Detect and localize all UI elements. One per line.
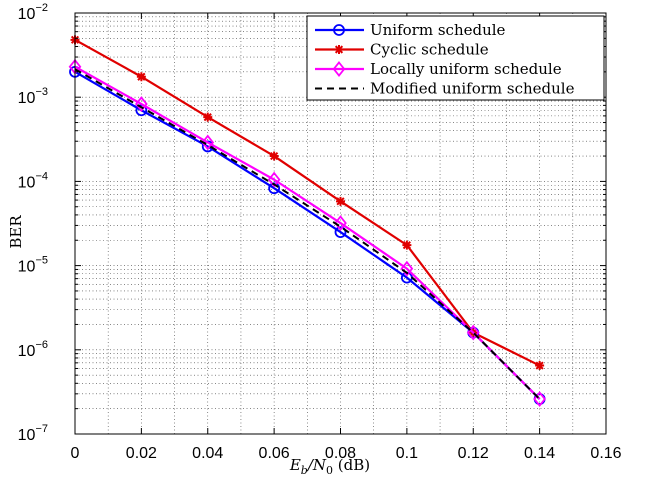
star-marker: [203, 112, 213, 122]
x-tick-label: 0: [71, 445, 80, 462]
series-locally-uniform-schedule: [68, 58, 546, 407]
star-marker: [402, 240, 412, 250]
x-tick-label: 0.06: [259, 445, 290, 462]
y-tick-label: 10−4: [18, 170, 48, 191]
star-marker: [336, 196, 345, 206]
series-modified-uniform-schedule: [74, 68, 541, 400]
x-axis-title-unit: (dB): [333, 456, 370, 474]
y-tick-label: 10−5: [18, 255, 48, 276]
diamond-marker: [334, 215, 347, 232]
star-marker: [136, 72, 146, 82]
legend-entry: Modified uniform schedule: [315, 80, 575, 98]
circle-marker: [333, 24, 345, 36]
y-tick-label: 10−3: [18, 86, 48, 107]
x-tick-label: 0.14: [524, 445, 555, 462]
diamond-marker: [201, 134, 215, 151]
series-layer: [68, 35, 546, 407]
x-axis-title-sub1: b: [301, 464, 308, 477]
series-line: [74, 68, 541, 400]
x-tick-label: 0.08: [325, 445, 356, 462]
x-tick-label: 0.04: [192, 445, 223, 462]
legend-label: Locally uniform schedule: [370, 60, 562, 78]
y-tick-label: 10−7: [18, 423, 48, 444]
diamond-marker: [135, 96, 148, 112]
star-marker: [334, 45, 344, 54]
star-marker: [269, 151, 279, 161]
legend-entry: Uniform schedule: [315, 21, 506, 39]
x-tick-labels: 0 0.02 0.04 0.06 0.08 0.1 0.12 0.14 0.16: [71, 445, 622, 462]
legend-label: Modified uniform schedule: [370, 80, 575, 98]
circle-marker: [334, 226, 347, 238]
legend-entry: Cyclic schedule: [315, 41, 489, 59]
diamond-marker: [267, 171, 281, 188]
legend-entry: Locally uniform schedule: [315, 60, 562, 78]
x-tick-label: 0.1: [396, 445, 418, 462]
x-axis-title-main: E: [289, 456, 301, 474]
x-tick-label: 0.16: [590, 445, 621, 462]
y-tick-label: 10−2: [18, 2, 48, 23]
series-line: [74, 38, 541, 367]
star-marker: [535, 361, 545, 371]
legend-label: Uniform schedule: [370, 21, 506, 39]
x-axis-title-sub2: 0: [326, 464, 333, 477]
x-tick-label: 0.12: [458, 445, 489, 462]
x-axis-title-slash: /N: [306, 456, 327, 474]
legend-label: Cyclic schedule: [370, 41, 489, 59]
y-tick-labels: 10−7 10−6 10−5 10−4 10−3 10−2: [18, 2, 48, 444]
tick-marks: [74, 12, 607, 435]
y-axis-title: BER: [7, 215, 25, 249]
circle-marker: [268, 182, 281, 195]
y-tick-label: 10−6: [18, 339, 48, 360]
series-line: [74, 65, 541, 400]
x-axis-title: Eb/N0 (dB): [289, 456, 370, 477]
diamond-marker: [332, 61, 346, 77]
diamond-marker: [400, 260, 414, 277]
x-tick-label: 0.02: [126, 445, 157, 462]
